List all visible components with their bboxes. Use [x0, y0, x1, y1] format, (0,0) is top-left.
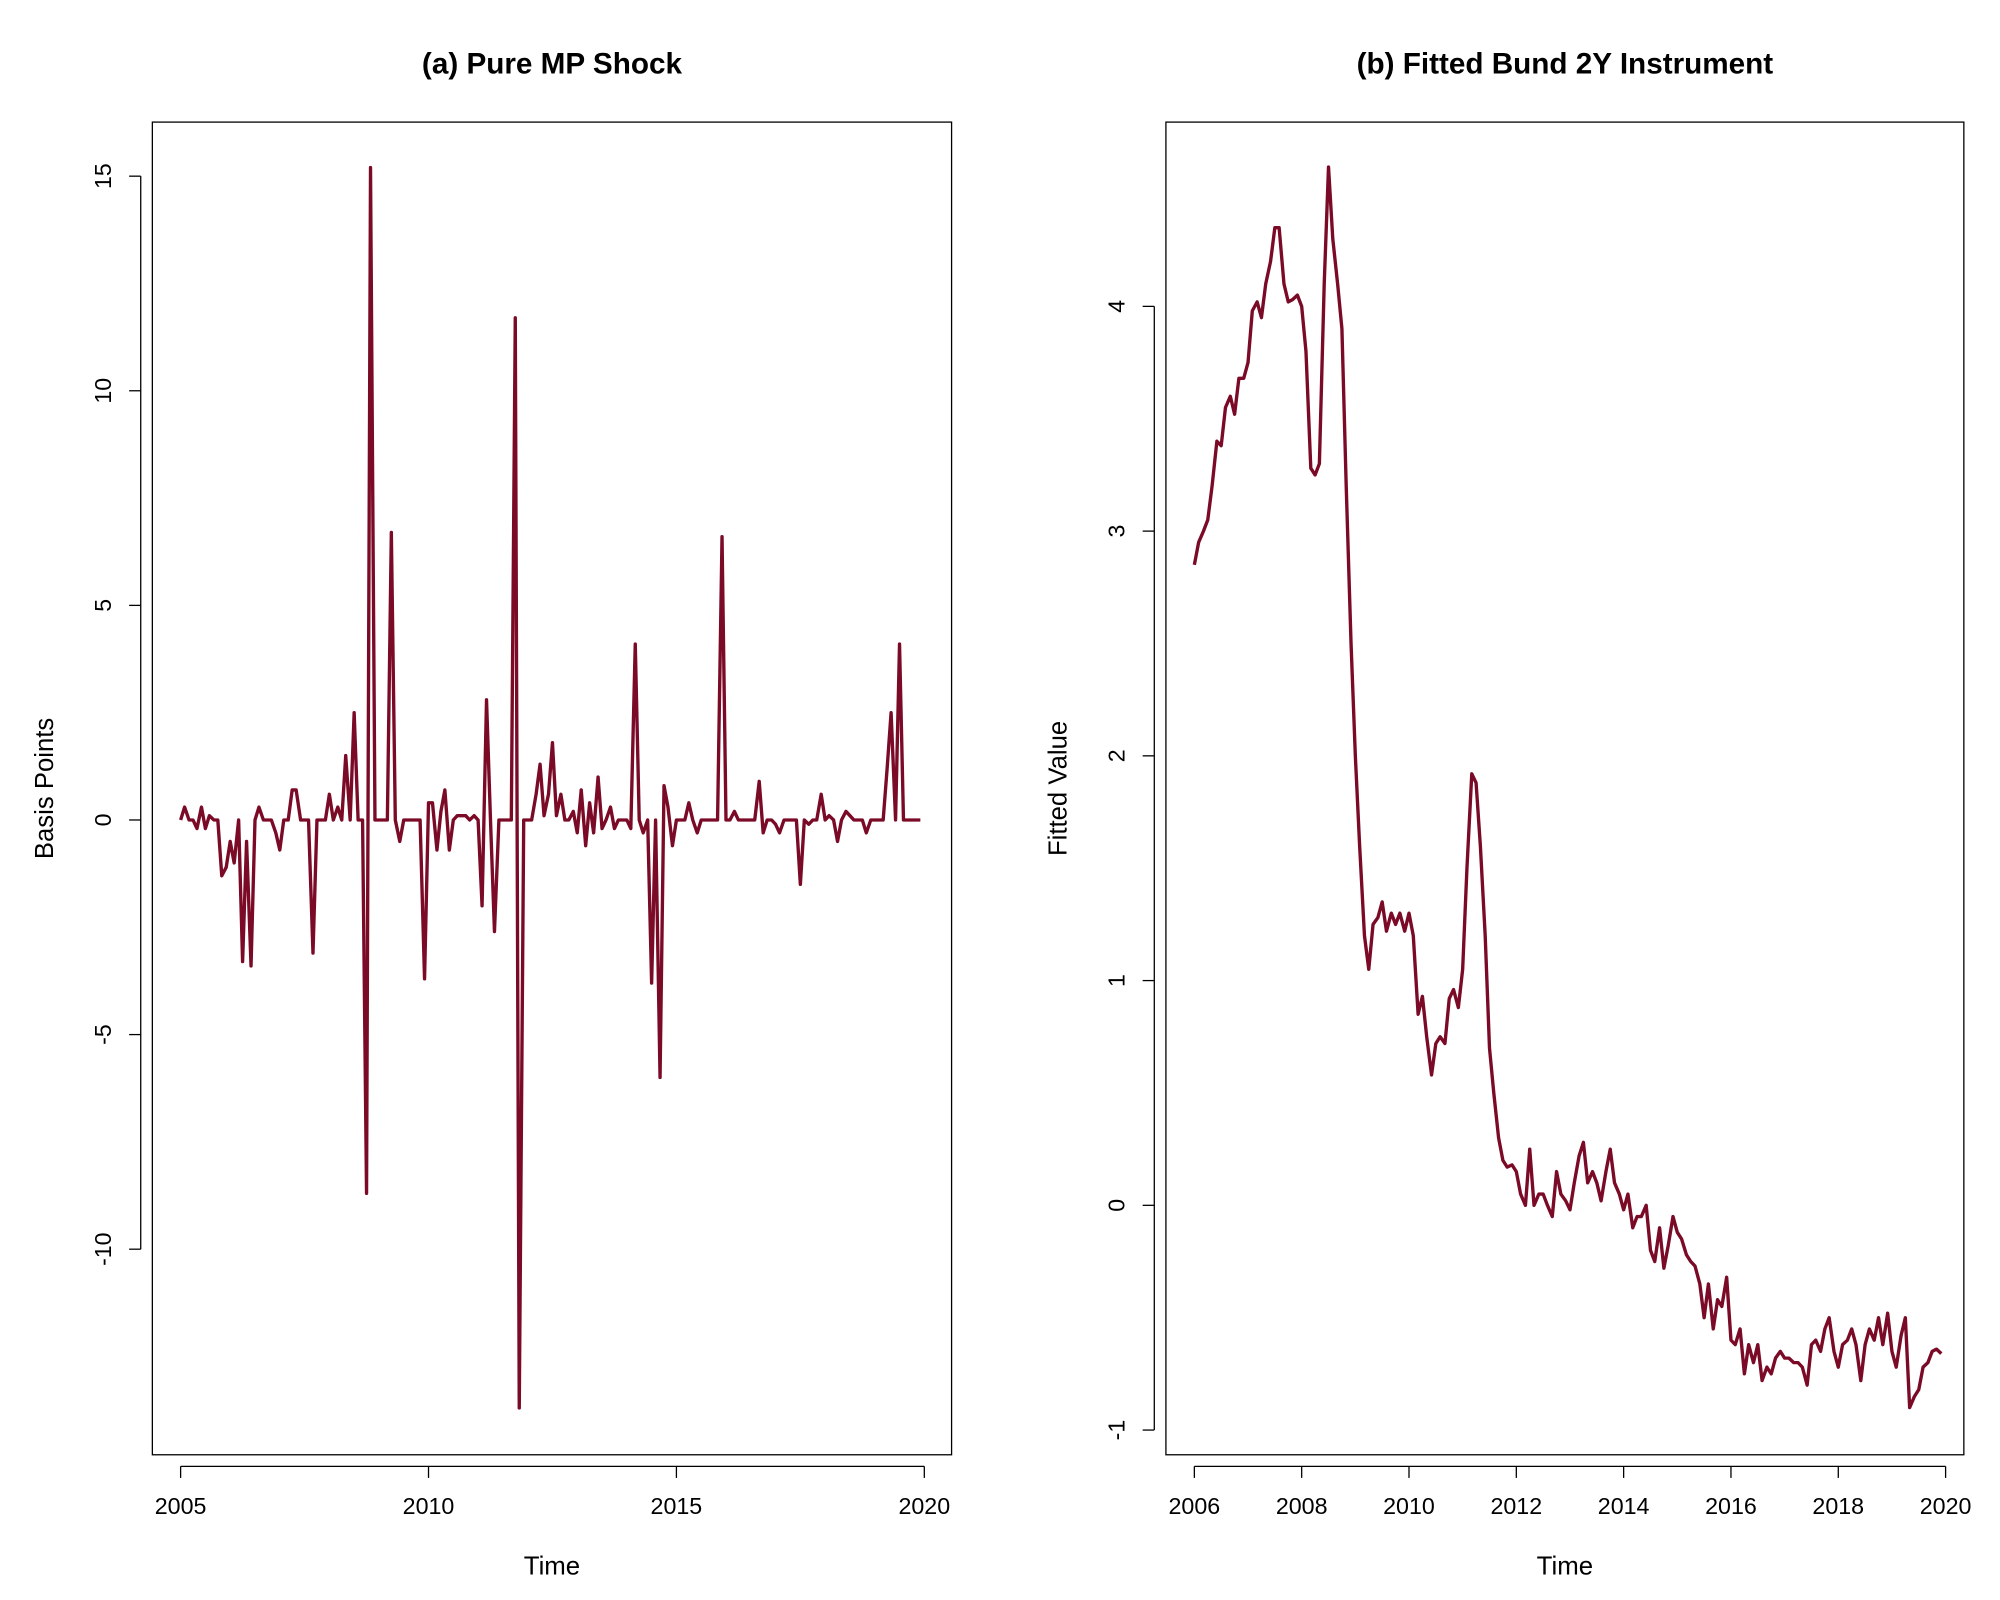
y-tick-label: 1: [1104, 974, 1130, 987]
x-tick-label: 2020: [1920, 1493, 1972, 1519]
x-tick-label: 2006: [1169, 1493, 1221, 1519]
y-tick-label: -10: [90, 1232, 116, 1265]
chart-title: (a) Pure MP Shock: [422, 47, 683, 80]
y-tick-label: -5: [90, 1024, 116, 1045]
y-tick-label: 0: [1104, 1199, 1130, 1212]
y-tick-label: -1: [1104, 1420, 1130, 1441]
y-tick-label: 4: [1104, 300, 1130, 313]
x-axis-label: Time: [524, 1552, 580, 1580]
x-tick-label: 2012: [1490, 1493, 1542, 1519]
x-tick-label: 2008: [1276, 1493, 1328, 1519]
y-tick-label: 15: [90, 163, 116, 189]
y-axis-label: Fitted Value: [1044, 721, 1072, 856]
chart-title: (b) Fitted Bund 2Y Instrument: [1357, 47, 1774, 80]
y-tick-label: 5: [90, 599, 116, 612]
y-tick-label: 0: [90, 814, 116, 827]
x-tick-label: 2014: [1598, 1493, 1650, 1519]
y-tick-label: 10: [90, 378, 116, 404]
x-tick-label: 2018: [1812, 1493, 1864, 1519]
plot-frame: [151, 121, 953, 1456]
y-tick-label: 2: [1104, 749, 1130, 762]
plot-frame: [1165, 121, 1965, 1456]
x-tick-label: 2005: [155, 1493, 207, 1519]
y-axis-label: Basis Points: [31, 718, 59, 859]
data-line: [1192, 165, 1943, 1410]
x-axis-label: Time: [1537, 1552, 1593, 1580]
x-tick-label: 2015: [651, 1493, 703, 1519]
x-tick-label: 2016: [1705, 1493, 1757, 1519]
x-tick-label: 2010: [403, 1493, 455, 1519]
data-line: [179, 165, 921, 1410]
x-tick-label: 2010: [1383, 1493, 1435, 1519]
y-tick-label: 3: [1104, 525, 1130, 538]
x-tick-label: 2020: [898, 1493, 950, 1519]
